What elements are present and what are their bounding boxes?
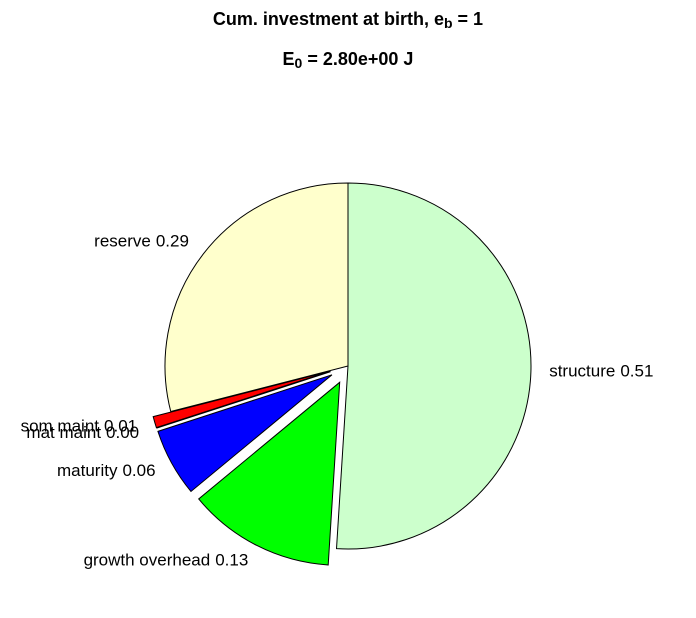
slice-value: 0.06 — [122, 461, 155, 480]
slice-label: structure 0.51 — [549, 362, 653, 381]
slice-label: som maint 0.01 — [21, 417, 138, 436]
slice-value: 0.29 — [156, 232, 189, 251]
title-text: Cum. investment at birth, e — [213, 9, 444, 29]
title-subscript: b — [444, 15, 453, 31]
slice-value: 0.51 — [620, 362, 653, 381]
slice-name: reserve — [94, 232, 151, 251]
chart-subtitle: E0 = 2.80e+00 J — [283, 49, 414, 71]
subtitle-text: E — [283, 49, 295, 69]
subtitle-subscript: 0 — [295, 55, 303, 71]
pie-slice — [152, 370, 331, 429]
slice-value: 0.00 — [106, 423, 139, 442]
slice-label: mat maint 0.00 — [26, 423, 139, 442]
slice-value: 0.13 — [215, 551, 248, 570]
slice-label: maturity 0.06 — [57, 461, 156, 480]
pie-slice — [157, 374, 333, 493]
pie-slice — [335, 182, 532, 550]
slice-label: reserve 0.29 — [94, 232, 189, 251]
pie-slice — [197, 381, 341, 566]
slice-name: som maint — [21, 417, 100, 436]
slice-label: growth overhead 0.13 — [84, 551, 249, 570]
chart-title: Cum. investment at birth, eb = 1 — [213, 9, 483, 31]
slice-name: growth overhead — [84, 551, 211, 570]
slice-name: maturity — [57, 461, 118, 480]
slice-value: 0.01 — [104, 417, 137, 436]
pie-slice — [164, 182, 349, 413]
subtitle-text: = 2.80e+00 J — [302, 49, 413, 69]
title-text: = 1 — [453, 9, 484, 29]
slice-name: mat maint — [26, 423, 101, 442]
slice-name: structure — [549, 362, 615, 381]
